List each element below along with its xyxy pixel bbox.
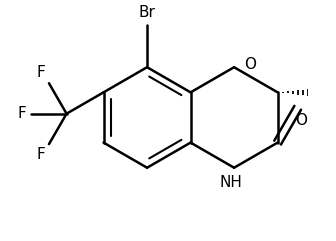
Text: NH: NH — [219, 175, 242, 190]
Text: F: F — [36, 147, 45, 162]
Text: Br: Br — [139, 5, 156, 20]
Text: F: F — [36, 66, 45, 80]
Text: O: O — [295, 113, 307, 128]
Text: F: F — [17, 106, 26, 121]
Text: O: O — [244, 57, 256, 72]
